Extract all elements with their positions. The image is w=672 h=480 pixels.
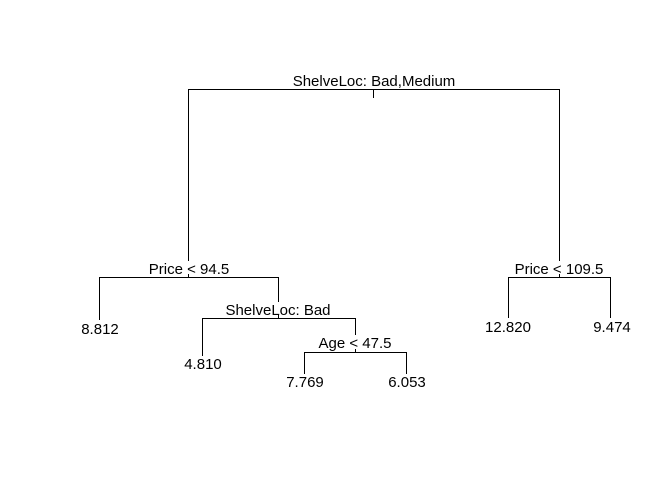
split-shelveloc-bad-medium: ShelveLoc: Bad,Medium: [188, 72, 560, 278]
leaf-value: 9.474: [593, 319, 631, 336]
split-label: Price < 109.5: [515, 261, 604, 278]
leaf-value: 12.820: [485, 319, 531, 336]
leaf-value: 6.053: [388, 374, 426, 391]
leaf-value: 7.769: [286, 374, 324, 391]
split-price-109-5: Price < 109.5: [508, 261, 611, 318]
split-label: Age < 47.5: [319, 335, 392, 352]
split-price-94-5: Price < 94.5: [99, 261, 279, 320]
split-age-47-5: Age < 47.5: [304, 335, 407, 374]
split-label: ShelveLoc: Bad,Medium: [293, 73, 456, 90]
leaf-value: 8.812: [81, 321, 119, 338]
split-shelveloc-bad: ShelveLoc: Bad: [202, 302, 356, 356]
split-label: Price < 94.5: [149, 261, 229, 278]
split-label: ShelveLoc: Bad: [225, 302, 330, 319]
leaf-value: 4.810: [184, 356, 222, 373]
